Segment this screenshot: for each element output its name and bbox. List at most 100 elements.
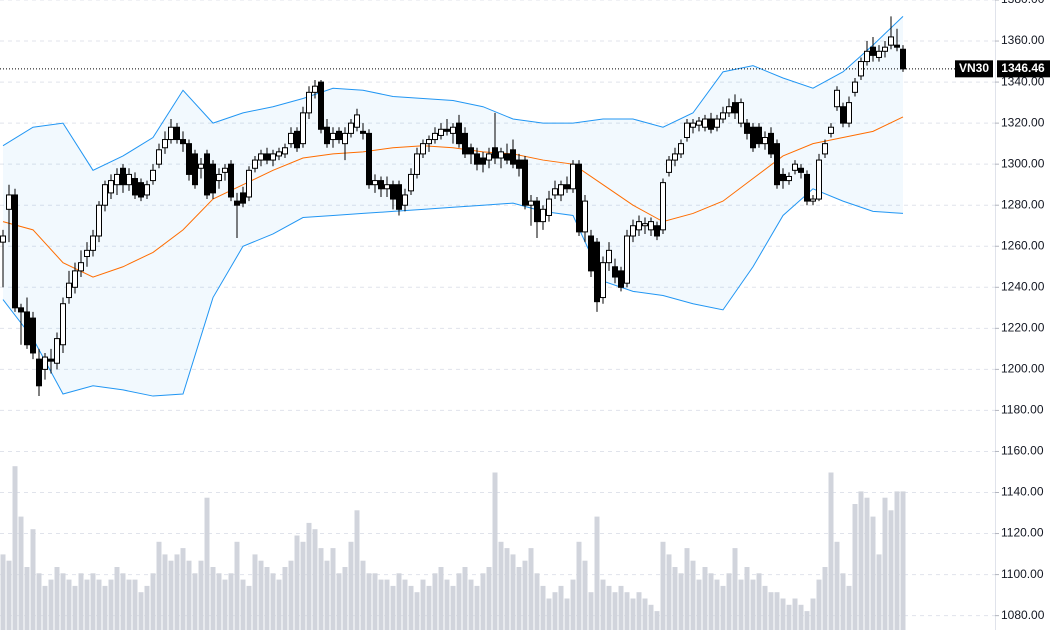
candle-body — [264, 153, 270, 161]
candle-body — [396, 184, 402, 210]
candle-body — [804, 173, 810, 202]
candle-body — [684, 122, 690, 138]
candle-body — [42, 356, 48, 370]
candle-body — [60, 303, 66, 346]
y-tick-label: 1320.00 — [1001, 115, 1045, 129]
candle-body — [0, 235, 6, 243]
volume-bar — [432, 573, 438, 630]
volume-layer — [0, 466, 906, 630]
candle-body — [822, 143, 828, 155]
y-tick-label: 1300.00 — [1001, 156, 1045, 170]
candle-body — [522, 159, 528, 206]
candle-body — [882, 46, 888, 52]
candle-body — [246, 169, 252, 198]
volume-bar — [792, 598, 798, 630]
volume-bar — [774, 592, 780, 630]
candle-body — [894, 44, 900, 48]
candle-body — [270, 153, 276, 161]
volume-bar — [678, 573, 684, 630]
candle-body — [570, 163, 576, 190]
candle-body — [564, 184, 570, 190]
volume-bar — [504, 548, 510, 630]
y-tick-label: 1200.00 — [1001, 362, 1045, 376]
y-tick-label: 1140.00 — [1001, 485, 1044, 499]
candle-body — [30, 317, 36, 354]
volume-bar — [756, 573, 762, 630]
candle-body — [792, 163, 798, 171]
volume-bar — [444, 579, 450, 630]
volume-bar — [552, 592, 558, 630]
volume-bar — [48, 579, 54, 630]
volume-bar — [810, 598, 816, 630]
candle-body — [690, 122, 696, 128]
volume-bar — [888, 510, 894, 630]
candle-body — [534, 200, 540, 223]
volume-bar — [102, 585, 108, 630]
volume-bar — [612, 592, 618, 630]
volume-bar — [114, 567, 120, 630]
candle-body — [468, 147, 474, 155]
volume-bar — [234, 541, 240, 630]
volume-bar — [330, 548, 336, 630]
volume-bar — [378, 579, 384, 630]
volume-bar — [630, 598, 636, 630]
candle-body — [552, 188, 558, 196]
candle-body — [540, 208, 546, 223]
volume-bar — [348, 541, 354, 630]
y-tick-label: 1240.00 — [1001, 279, 1045, 293]
volume-bar — [366, 573, 372, 630]
candle-body — [306, 91, 312, 114]
volume-bar — [864, 497, 870, 630]
candle-body — [744, 122, 750, 134]
candle-body — [486, 153, 492, 161]
volume-bar — [672, 567, 678, 630]
volume-bar — [474, 585, 480, 630]
volume-bar — [156, 541, 162, 630]
volume-bar — [684, 548, 690, 630]
candle-body — [642, 223, 648, 227]
volume-bar — [240, 579, 246, 630]
volume-bar — [870, 516, 876, 630]
volume-bar — [132, 579, 138, 630]
candle-body — [366, 132, 372, 186]
candle-body — [240, 192, 246, 204]
volume-bar — [834, 541, 840, 630]
candle-body — [216, 173, 222, 182]
volume-bar — [558, 585, 564, 630]
candle-body — [252, 159, 258, 169]
volume-bar — [468, 579, 474, 630]
candle-body — [780, 173, 786, 182]
volume-bar — [288, 560, 294, 630]
volume-bar — [480, 573, 486, 630]
volume-bar — [120, 573, 126, 630]
candle-body — [294, 130, 300, 149]
candle-body — [816, 159, 822, 200]
volume-bar — [222, 579, 228, 630]
candle-body — [600, 262, 606, 299]
volume-bar — [372, 573, 378, 630]
volume-bar — [324, 560, 330, 630]
candle-body — [510, 149, 516, 165]
volume-bar — [750, 579, 756, 630]
volume-bar — [216, 573, 222, 630]
volume-bar — [414, 592, 420, 630]
volume-bar — [846, 585, 852, 630]
candle-body — [546, 198, 552, 216]
volume-bar — [642, 598, 648, 630]
candle-body — [48, 358, 54, 362]
candle-body — [18, 307, 24, 313]
volume-bar — [276, 579, 282, 630]
candle-body — [186, 143, 192, 175]
candle-body — [102, 184, 108, 206]
volume-bar — [654, 611, 660, 630]
candle-body — [618, 270, 624, 288]
candle-body — [360, 130, 366, 134]
candle-body — [336, 130, 342, 141]
candle-body — [408, 173, 414, 192]
candle-body — [714, 118, 720, 128]
candle-body — [378, 180, 384, 190]
volume-bar — [294, 535, 300, 630]
volume-bar — [252, 554, 258, 630]
volume-bar — [420, 579, 426, 630]
